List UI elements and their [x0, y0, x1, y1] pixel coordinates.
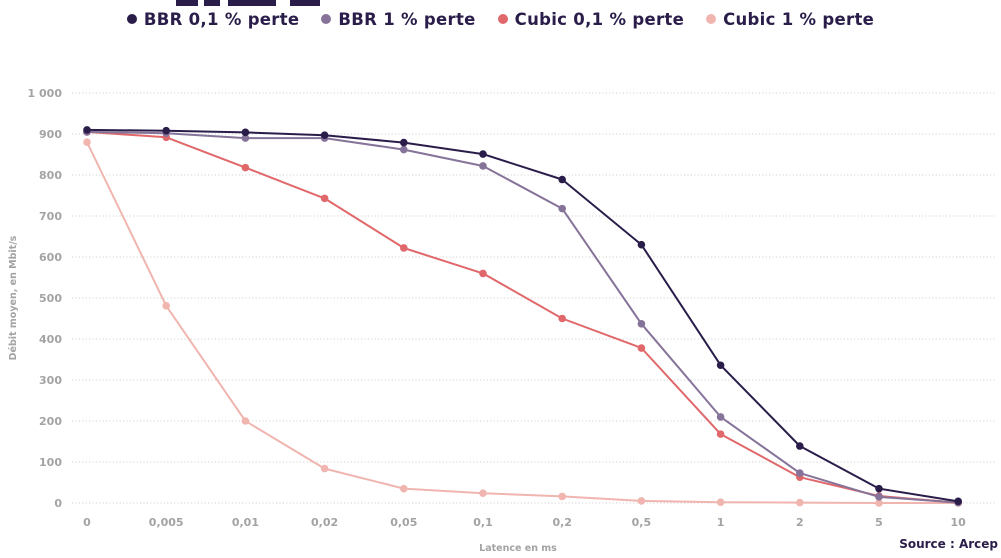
- data-point: [796, 498, 804, 507]
- data-point: [716, 413, 725, 421]
- legend-dot-icon: [126, 14, 137, 24]
- legend-label: Cubic 1 % perte: [723, 9, 875, 29]
- data-point: [320, 131, 329, 140]
- series-line: [86, 130, 959, 504]
- data-point: [162, 301, 170, 310]
- data-point: [637, 497, 646, 505]
- legend-dot-icon: [706, 14, 717, 24]
- data-point: [241, 163, 250, 172]
- data-point: [241, 417, 250, 425]
- data-point: [241, 134, 250, 142]
- data-point: [558, 314, 566, 323]
- data-point: [400, 138, 408, 147]
- chart-legend: BBR 0,1 % perte BBR 1 % perte Cubic 0,1 % …: [0, 6, 1001, 32]
- data-point: [637, 344, 646, 352]
- data-point: [716, 498, 725, 506]
- data-point: [558, 175, 566, 184]
- x-tick-label: 0,05: [390, 516, 417, 529]
- x-tick-label: 0,01: [232, 516, 259, 529]
- y-tick-label: 200: [39, 415, 62, 428]
- y-tick-label: 600: [39, 251, 62, 264]
- legend-item: BBR 0,1 % perte: [126, 9, 300, 29]
- legend-item: BBR 1 % perte: [321, 10, 475, 29]
- data-point: [162, 126, 170, 135]
- x-tick-label: 0,5: [632, 516, 652, 529]
- data-point: [558, 492, 566, 501]
- y-tick-label: 900: [39, 128, 62, 141]
- data-point: [479, 150, 487, 158]
- y-tick-label: 100: [39, 456, 62, 469]
- data-point: [400, 244, 408, 252]
- legend-label: Cubic 0,1 % perte: [514, 9, 685, 29]
- y-axis-title: Débit moyen, en Mbit/s: [8, 235, 19, 360]
- x-tick-label: 2: [796, 516, 804, 529]
- x-tick-label: 1: [717, 516, 725, 529]
- x-tick-label: 0,005: [149, 516, 184, 529]
- series-line: [86, 128, 959, 503]
- data-point: [83, 138, 91, 146]
- clipped-title: [0, 0, 1001, 8]
- source-note: Source : Arcep: [899, 537, 998, 551]
- x-tick-label: 0,02: [311, 516, 338, 529]
- data-point: [716, 361, 725, 370]
- data-point: [400, 484, 408, 493]
- y-tick-label: 500: [39, 292, 62, 305]
- data-point: [875, 484, 883, 493]
- y-tick-label: 800: [39, 169, 62, 182]
- x-tick-label: 10: [951, 516, 967, 529]
- y-tick-label: 400: [39, 333, 62, 346]
- data-point: [875, 493, 883, 501]
- legend-label: BBR 1 % perte: [338, 9, 476, 29]
- y-tick-label: 0: [54, 497, 62, 510]
- data-point: [875, 499, 883, 507]
- data-point: [479, 489, 487, 497]
- legend-item: Cubic 0,1 % perte: [497, 9, 685, 29]
- x-tick-label: 0,1: [473, 516, 493, 529]
- y-tick-label: 1 000: [28, 87, 63, 100]
- x-tick-label: 0,2: [552, 516, 572, 529]
- data-point: [558, 204, 566, 213]
- data-point: [320, 194, 329, 203]
- x-tick-label: 0: [83, 516, 91, 529]
- legend-label: BBR 0,1 % perte: [143, 9, 300, 29]
- y-tick-label: 700: [39, 210, 62, 223]
- x-tick-label: 5: [875, 516, 883, 529]
- data-point: [796, 442, 804, 450]
- data-point: [637, 320, 646, 328]
- data-point: [241, 128, 250, 137]
- series-line: [86, 141, 959, 504]
- data-point: [637, 240, 646, 249]
- data-point: [716, 430, 725, 438]
- data-point: [400, 145, 408, 154]
- data-point: [954, 497, 962, 506]
- data-point: [479, 162, 487, 170]
- series-line: [86, 130, 959, 504]
- x-axis-title: Latence en ms: [479, 543, 557, 554]
- legend-dot-icon: [497, 14, 508, 24]
- data-point: [479, 269, 487, 278]
- legend-dot-icon: [321, 14, 332, 24]
- y-tick-label: 300: [39, 374, 62, 387]
- legend-item: Cubic 1 % perte: [706, 10, 874, 29]
- data-point: [320, 464, 329, 473]
- data-point: [796, 469, 804, 477]
- data-point: [83, 126, 91, 134]
